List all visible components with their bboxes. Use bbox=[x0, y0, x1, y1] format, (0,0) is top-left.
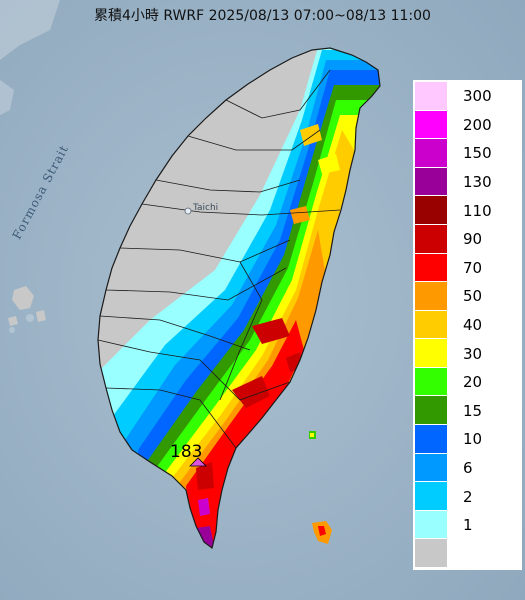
rainfall-legend: 300 200 150 130 110 90 70 50 40 30 20 15 10 6 2 1 bbox=[413, 80, 522, 570]
legend-swatch bbox=[415, 539, 447, 567]
legend-label: 6 bbox=[463, 458, 473, 477]
map-title: 累積4小時 RWRF 2025/08/13 07:00~08/13 11:00 bbox=[94, 8, 431, 24]
legend-label: 2 bbox=[463, 487, 473, 506]
legend-swatch bbox=[415, 482, 447, 510]
legend-swatch bbox=[415, 396, 447, 425]
legend-swatch bbox=[415, 367, 447, 396]
legend-label: 90 bbox=[463, 230, 483, 249]
legend-swatch bbox=[415, 224, 447, 253]
legend-swatch bbox=[415, 82, 447, 110]
offshore-islands bbox=[309, 431, 332, 544]
legend-label: 300 bbox=[463, 87, 492, 106]
legend-label: 40 bbox=[463, 316, 483, 334]
offshore-texture bbox=[0, 0, 60, 333]
legend-label: 200 bbox=[463, 115, 492, 134]
legend-label: 20 bbox=[463, 373, 483, 392]
legend-label: 70 bbox=[463, 258, 483, 277]
legend-label: 110 bbox=[463, 201, 492, 220]
legend-label: 10 bbox=[463, 430, 483, 449]
legend-swatch bbox=[415, 453, 447, 482]
legend-swatch bbox=[415, 110, 447, 139]
legend-label: 1 bbox=[463, 516, 473, 535]
legend-swatch bbox=[415, 196, 447, 224]
city-marker bbox=[184, 207, 192, 215]
legend-swatch bbox=[415, 425, 447, 453]
legend-swatch bbox=[415, 253, 447, 282]
peak-value-label: 183 bbox=[170, 442, 203, 462]
legend-label: 50 bbox=[463, 287, 483, 306]
legend-swatch bbox=[415, 310, 447, 339]
penghu-islands bbox=[8, 286, 46, 326]
city-label: Taichi bbox=[193, 203, 219, 213]
legend-swatch bbox=[415, 167, 447, 196]
legend-swatch bbox=[415, 282, 447, 310]
legend-label: 30 bbox=[463, 344, 483, 363]
legend-swatch bbox=[415, 510, 447, 539]
legend-label: 15 bbox=[463, 401, 483, 420]
legend-label: 130 bbox=[463, 173, 492, 192]
county-boundaries bbox=[97, 69, 341, 449]
legend-swatch bbox=[415, 139, 447, 167]
island-coastline bbox=[97, 47, 381, 550]
legend-swatch bbox=[415, 339, 447, 367]
legend-label: 150 bbox=[463, 144, 492, 163]
peak-marker bbox=[189, 457, 207, 467]
